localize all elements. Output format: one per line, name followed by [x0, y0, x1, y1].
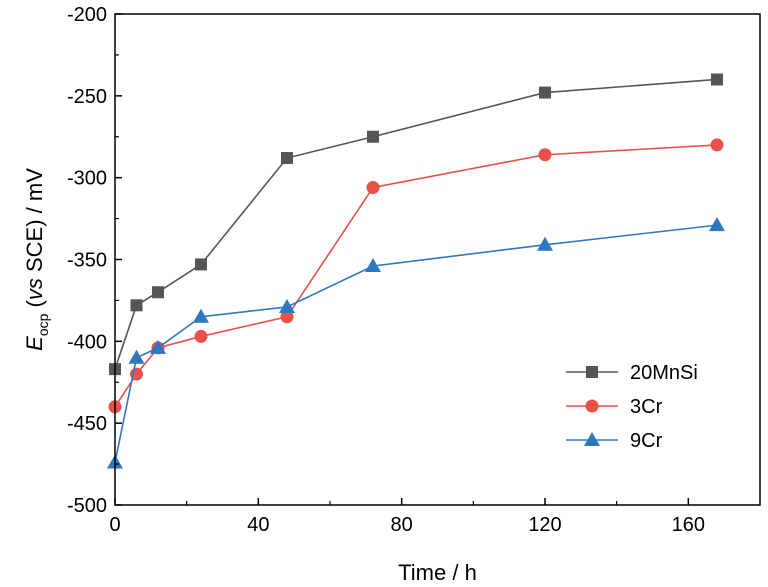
plot-series-group [107, 73, 725, 469]
series-line-3Cr [114, 144, 718, 408]
data-point-9Cr [193, 308, 209, 323]
data-point-9Cr [279, 298, 295, 313]
legend-label-3Cr: 3Cr [630, 396, 663, 418]
data-point-9Cr [709, 217, 725, 232]
y-tick-label: -250 [67, 86, 107, 108]
legend-marker-3Cr [585, 399, 599, 413]
x-tick-label: 160 [672, 514, 705, 536]
data-point-3Cr [280, 310, 294, 324]
data-point-20MnSi [281, 152, 293, 165]
data-point-20MnSi [539, 86, 551, 99]
axis-ticks-group [114, 13, 690, 506]
y-tick-label: -300 [67, 168, 107, 190]
data-point-3Cr [538, 148, 552, 162]
data-point-9Cr [365, 258, 381, 273]
tick-labels-group: 0 40 80 120 160 -500 -450 -400 -350 -300 -250 -200 [67, 4, 705, 536]
data-point-3Cr [366, 180, 380, 194]
legend-label-9Cr: 9Cr [630, 430, 663, 452]
y-tick-label: -500 [67, 495, 107, 517]
data-point-9Cr [150, 339, 166, 354]
series-line-20MnSi [114, 78, 718, 370]
y-axis-title-main: E [22, 336, 47, 351]
legend-marker-9Cr [584, 432, 600, 446]
data-point-20MnSi [711, 73, 723, 86]
y-tick-label: -200 [67, 4, 107, 26]
y-tick-label: -350 [67, 250, 107, 272]
data-point-20MnSi [195, 258, 207, 271]
y-axis-title-italic: vs [22, 278, 47, 300]
data-point-20MnSi [152, 286, 164, 299]
data-point-9Cr [128, 349, 145, 364]
x-axis-title: Time / h [398, 560, 477, 585]
data-point-3Cr [710, 138, 724, 152]
y-axis-title-rest: SCE) / mV [22, 168, 47, 278]
x-tick-label: 80 [391, 514, 413, 536]
legend: 20MnSi 3Cr 9Cr [566, 362, 698, 452]
plot-frame [114, 13, 761, 506]
legend-marker-20MnSi [586, 366, 598, 378]
data-point-3Cr [194, 329, 208, 343]
data-point-9Cr [537, 236, 553, 251]
y-tick-label: -400 [67, 331, 107, 353]
x-tick-label: 40 [247, 514, 269, 536]
y-axis-title: Eocp (vs SCE) / mV [22, 168, 51, 351]
x-tick-label: 0 [109, 514, 120, 536]
x-tick-label: 120 [528, 514, 561, 536]
y-axis-title-open: ( [22, 299, 47, 313]
legend-label-20MnSi: 20MnSi [630, 362, 698, 384]
y-axis-title-sub: ocp [35, 313, 51, 336]
data-point-20MnSi [367, 130, 379, 143]
data-point-20MnSi [130, 299, 143, 312]
y-tick-label: -450 [67, 413, 107, 435]
